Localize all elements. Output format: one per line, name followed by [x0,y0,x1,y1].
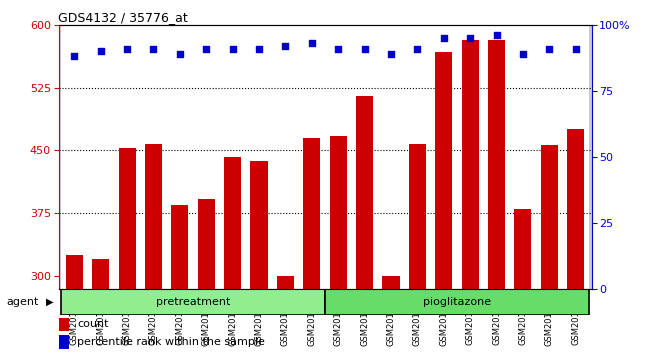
Bar [409,144,426,354]
Point [571,46,581,51]
Bar [145,144,162,354]
Point [385,51,396,57]
Point [148,46,159,51]
Bar [541,145,558,354]
Point [439,35,449,41]
Bar [58,335,69,349]
Bar [58,318,69,331]
Point [491,33,502,38]
Bar [92,259,109,354]
Point [201,46,211,51]
Bar [462,40,478,354]
Bar [435,52,452,354]
Bar [325,289,589,315]
Text: pioglitazone: pioglitazone [423,297,491,307]
Text: percentile rank within the sample: percentile rank within the sample [77,337,265,347]
Bar [488,40,505,354]
Point [544,46,554,51]
Bar [61,289,325,315]
Bar [118,148,136,354]
Bar [567,130,584,354]
Point [412,46,423,51]
Point [227,46,238,51]
Text: GDS4132 / 35776_at: GDS4132 / 35776_at [58,11,188,24]
Point [175,51,185,57]
Bar [172,205,188,354]
Point [254,46,265,51]
Point [280,43,291,49]
Bar [304,138,320,354]
Text: ▶: ▶ [46,297,53,307]
Text: pretreatment: pretreatment [156,297,230,307]
Bar [250,161,268,354]
Point [122,46,133,51]
Bar [277,276,294,354]
Point [69,53,79,59]
Text: agent: agent [6,297,39,307]
Point [333,46,343,51]
Point [96,48,106,54]
Bar [224,157,241,354]
Bar [514,209,532,354]
Bar [198,199,215,354]
Bar [66,255,83,354]
Bar [356,96,373,354]
Point [307,40,317,46]
Bar [330,136,346,354]
Point [465,35,475,41]
Point [359,46,370,51]
Point [517,51,528,57]
Text: count: count [77,319,109,329]
Bar [382,276,400,354]
